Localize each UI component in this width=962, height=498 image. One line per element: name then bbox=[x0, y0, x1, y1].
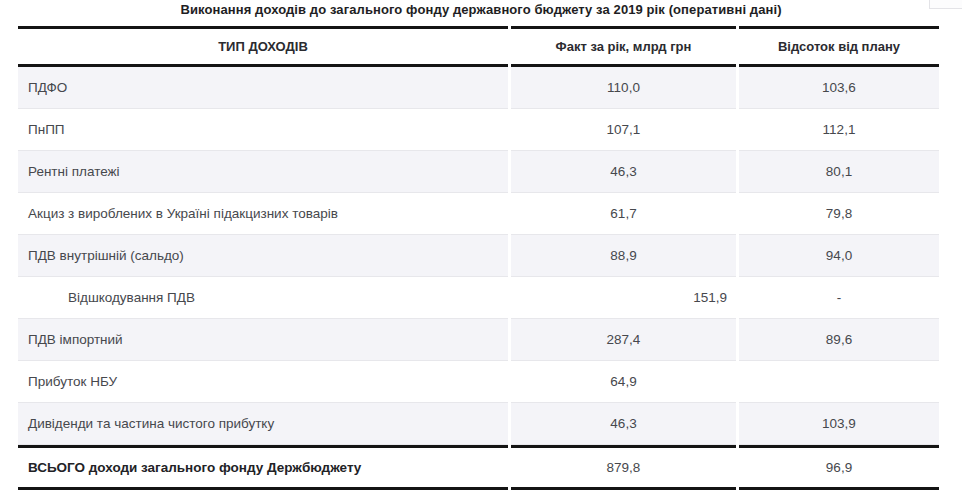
cell-revenue-type: ПнПП bbox=[18, 109, 508, 151]
cell-revenue-type: ПДВ імпортний bbox=[18, 319, 508, 361]
revenue-table: ТИП ДОХОДІВ Факт за рік, млрд грн Відсот… bbox=[15, 26, 942, 490]
cell-revenue-type: Акциз з вироблених в Україні підакцизних… bbox=[18, 193, 508, 235]
table-row: ПДФО 110,0 103,6 bbox=[18, 67, 939, 109]
page-title: Виконання доходів до загального фонду де… bbox=[0, 2, 962, 17]
page: Виконання доходів до загального фонду де… bbox=[0, 0, 962, 498]
cell-percent: 112,1 bbox=[739, 109, 939, 151]
table-row-sub-item: Відшкодування ПДВ 151,9 - bbox=[18, 277, 939, 319]
cell-total-percent: 96,9 bbox=[739, 445, 939, 490]
cell-revenue-type: Відшкодування ПДВ bbox=[18, 277, 508, 319]
cell-total-label: ВСЬОГО доходи загального фонду Держбюдже… bbox=[18, 445, 508, 490]
cell-percent: 103,6 bbox=[739, 67, 939, 109]
cell-percent: 94,0 bbox=[739, 235, 939, 277]
table-row: ПнПП 107,1 112,1 bbox=[18, 109, 939, 151]
corner-box-artifact bbox=[929, 0, 962, 9]
table-wrapper: ТИП ДОХОДІВ Факт за рік, млрд грн Відсот… bbox=[15, 26, 942, 490]
cell-percent: - bbox=[739, 277, 939, 319]
cell-total-fact: 879,8 bbox=[511, 445, 736, 490]
cell-fact: 46,3 bbox=[511, 151, 736, 193]
table-row: Прибуток НБУ 64,9 bbox=[18, 361, 939, 403]
column-header-percent: Відсоток від плану bbox=[739, 26, 939, 67]
cell-revenue-type: Прибуток НБУ bbox=[18, 361, 508, 403]
cell-fact: 151,9 bbox=[511, 277, 736, 319]
table-row: Рентні платежі 46,3 80,1 bbox=[18, 151, 939, 193]
cell-revenue-type: Рентні платежі bbox=[18, 151, 508, 193]
cell-revenue-type: ПДВ внутрішній (сальдо) bbox=[18, 235, 508, 277]
cell-fact: 64,9 bbox=[511, 361, 736, 403]
table-row: ПДВ внутрішній (сальдо) 88,9 94,0 bbox=[18, 235, 939, 277]
cell-fact: 46,3 bbox=[511, 403, 736, 445]
cell-fact: 88,9 bbox=[511, 235, 736, 277]
cell-fact: 110,0 bbox=[511, 67, 736, 109]
cell-fact: 107,1 bbox=[511, 109, 736, 151]
cell-fact: 61,7 bbox=[511, 193, 736, 235]
cell-percent bbox=[739, 361, 939, 403]
cell-percent: 79,8 bbox=[739, 193, 939, 235]
column-header-fact: Факт за рік, млрд грн bbox=[511, 26, 736, 67]
header-row: ТИП ДОХОДІВ Факт за рік, млрд грн Відсот… bbox=[18, 26, 939, 67]
cell-fact: 287,4 bbox=[511, 319, 736, 361]
table-row: Дивіденди та частина чистого прибутку 46… bbox=[18, 403, 939, 445]
table-row: ПДВ імпортний 287,4 89,6 bbox=[18, 319, 939, 361]
cell-revenue-type: ПДФО bbox=[18, 67, 508, 109]
cell-percent: 103,9 bbox=[739, 403, 939, 445]
cell-revenue-type: Дивіденди та частина чистого прибутку bbox=[18, 403, 508, 445]
table-row: Акциз з вироблених в Україні підакцизних… bbox=[18, 193, 939, 235]
total-row: ВСЬОГО доходи загального фонду Держбюдже… bbox=[18, 445, 939, 490]
column-header-revenue-type: ТИП ДОХОДІВ bbox=[18, 26, 508, 67]
cell-percent: 80,1 bbox=[739, 151, 939, 193]
cell-percent: 89,6 bbox=[739, 319, 939, 361]
